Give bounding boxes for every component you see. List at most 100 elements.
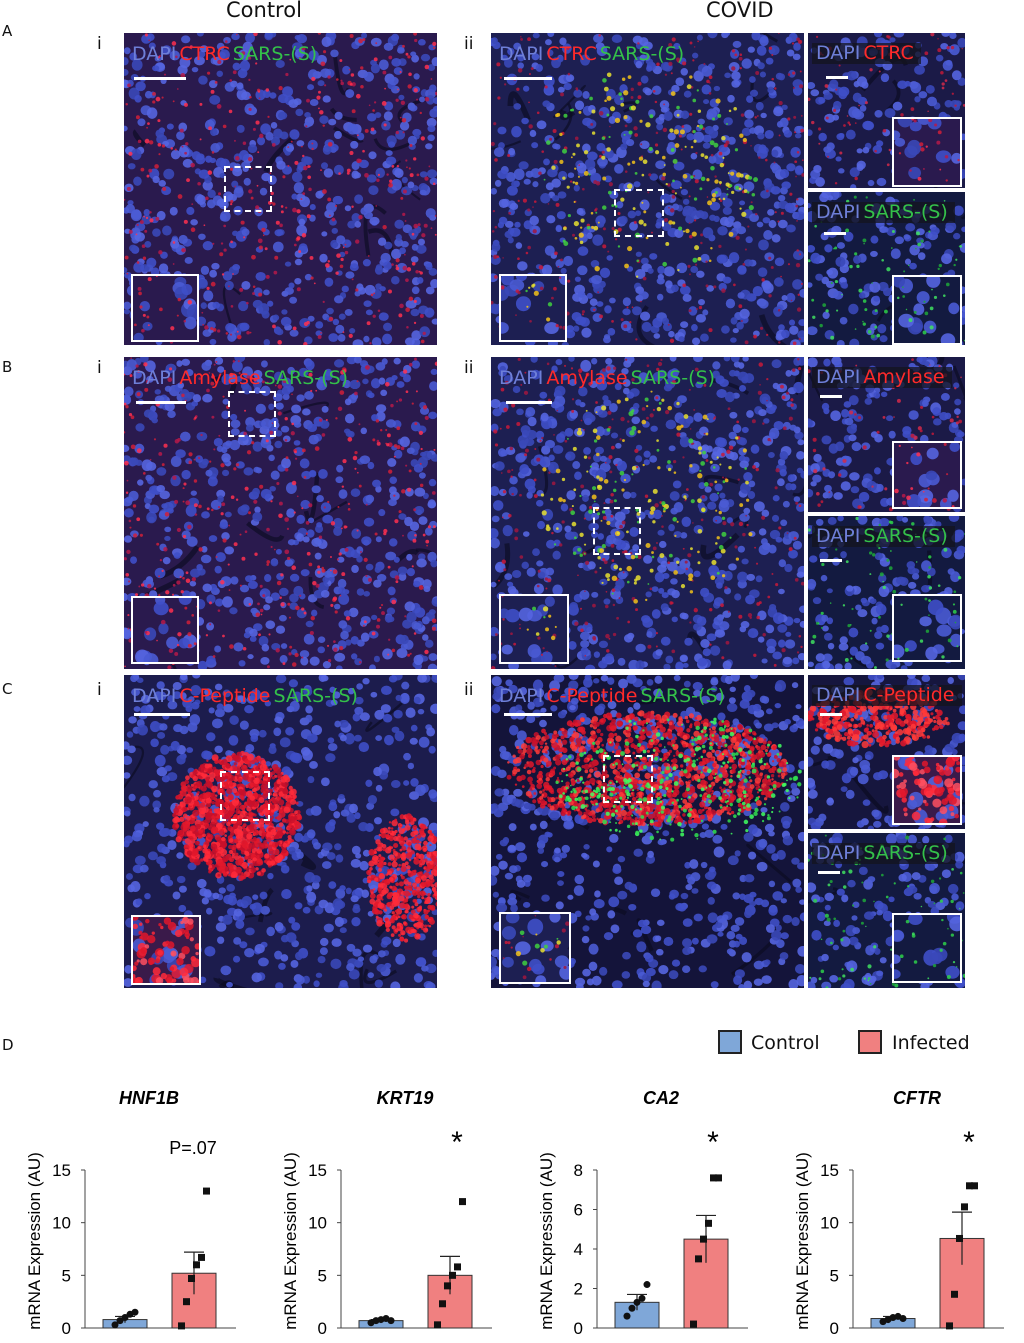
data-point xyxy=(188,1275,195,1282)
y-tick-label: 10 xyxy=(308,1214,327,1233)
micrograph-texture xyxy=(501,914,569,982)
data-point xyxy=(629,1305,636,1312)
data-point xyxy=(388,1317,395,1324)
significance-annotation: * xyxy=(707,1126,719,1159)
y-tick-label: 15 xyxy=(820,1161,839,1180)
y-tick-label: 2 xyxy=(574,1280,583,1299)
data-point xyxy=(951,1291,958,1298)
roman-a-i: i xyxy=(97,34,102,54)
scale-bar xyxy=(504,713,552,716)
data-point xyxy=(705,1220,712,1227)
zoom-region-box xyxy=(614,189,664,237)
scale-bar xyxy=(820,395,842,398)
data-point xyxy=(695,1255,702,1262)
legend-swatch-infected xyxy=(858,1030,882,1054)
y-tick-label: 5 xyxy=(318,1266,327,1285)
zoom-region-box xyxy=(224,166,272,212)
data-point xyxy=(203,1188,210,1195)
data-point xyxy=(444,1282,451,1289)
micrograph-texture xyxy=(894,277,960,343)
data-point xyxy=(434,1321,441,1328)
y-tick-label: 6 xyxy=(574,1201,583,1220)
zoom-inset xyxy=(131,596,199,664)
y-tick-label: 0 xyxy=(574,1319,583,1338)
zoom-inset xyxy=(892,913,962,983)
scale-bar xyxy=(134,77,186,80)
zoom-inset xyxy=(499,912,571,984)
data-point xyxy=(946,1322,953,1329)
data-point xyxy=(690,1321,697,1328)
data-point xyxy=(700,1236,707,1243)
chart-title: HNF1B xyxy=(119,1088,179,1108)
y-tick-label: 10 xyxy=(820,1214,839,1233)
scale-bar xyxy=(824,232,846,235)
zoom-region-box xyxy=(603,755,653,803)
micrograph-texture xyxy=(133,598,197,662)
data-point xyxy=(715,1174,722,1181)
zoom-region-box xyxy=(228,391,276,437)
micrograph-texture xyxy=(894,757,960,823)
roman-c-ii: ii xyxy=(464,680,473,700)
zoom-inset xyxy=(892,755,962,825)
scale-bar xyxy=(820,559,842,562)
data-point xyxy=(132,1309,139,1316)
zoom-region-box xyxy=(220,771,270,821)
chart-title: KRT19 xyxy=(377,1088,434,1108)
data-point xyxy=(961,1203,968,1210)
zoom-inset xyxy=(499,274,567,342)
scale-bar xyxy=(136,401,186,404)
chart-title: CFTR xyxy=(893,1088,941,1108)
legend-label-infected: Infected xyxy=(892,1032,970,1054)
micrograph-texture xyxy=(894,596,960,660)
micrograph-texture xyxy=(894,443,960,507)
data-point xyxy=(183,1298,190,1305)
roman-b-ii: ii xyxy=(464,358,473,378)
row-letter-b: B xyxy=(2,358,12,376)
scale-bar xyxy=(820,713,842,716)
significance-annotation: P=.07 xyxy=(169,1138,217,1158)
column-title-covid: COVID xyxy=(706,0,774,22)
y-tick-label: 15 xyxy=(52,1161,71,1180)
roman-a-ii: ii xyxy=(464,34,473,54)
scale-bar xyxy=(818,871,840,874)
y-tick-label: 4 xyxy=(574,1240,583,1259)
micrograph-texture xyxy=(133,276,197,340)
micrograph-texture xyxy=(501,276,565,340)
y-tick-label: 10 xyxy=(52,1214,71,1233)
data-point xyxy=(449,1272,456,1279)
y-tick-label: 0 xyxy=(62,1319,71,1338)
data-point xyxy=(624,1313,631,1320)
data-point xyxy=(644,1281,651,1288)
zoom-inset xyxy=(892,594,962,662)
y-axis-label: mRNA Expression (AU) xyxy=(537,1152,556,1330)
scale-bar xyxy=(504,77,552,80)
data-point xyxy=(454,1263,461,1270)
significance-annotation: * xyxy=(451,1126,463,1159)
y-axis-label: mRNA Expression (AU) xyxy=(281,1152,300,1330)
zoom-inset xyxy=(499,594,569,664)
scale-bar xyxy=(826,76,848,79)
y-axis-label: mRNA Expression (AU) xyxy=(793,1152,812,1330)
roman-c-i: i xyxy=(97,680,102,700)
data-point xyxy=(639,1295,646,1302)
row-letter-d: D xyxy=(2,1036,14,1054)
micrograph-texture xyxy=(894,915,960,981)
